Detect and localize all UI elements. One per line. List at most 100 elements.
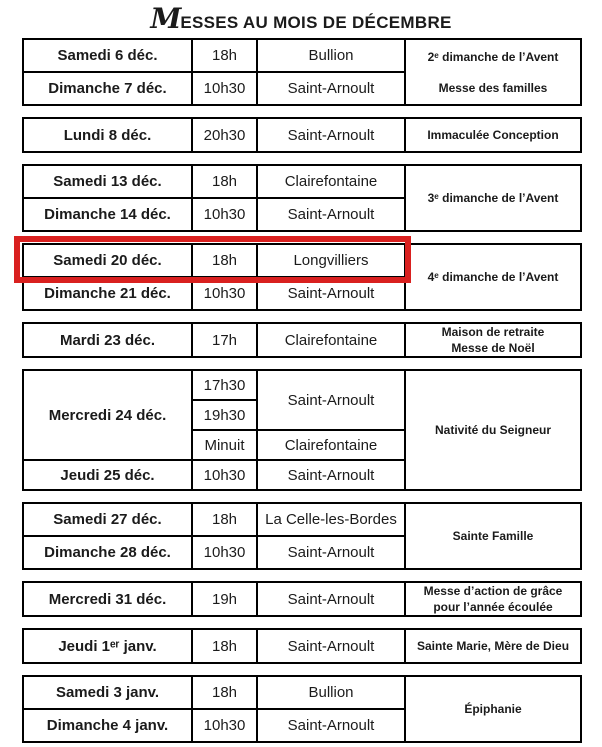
note-cell: Maison de retraite Messe de Noël xyxy=(404,322,582,358)
place-cell: Saint-Arnoult xyxy=(256,708,406,743)
date-cell: Dimanche 28 déc. xyxy=(22,535,193,570)
note-cell: Messe d’action de grâce pour l’année écou… xyxy=(404,581,582,617)
date-cell: Jeudi 1ᵉʳ janv. xyxy=(22,628,193,664)
date-cell: Samedi 6 déc. xyxy=(22,38,193,73)
time-cell: 18h xyxy=(191,502,258,537)
schedule-block: Mardi 23 déc. 17h Clairefontaine Maison de … xyxy=(22,322,582,358)
time-cell: 10h30 xyxy=(191,708,258,743)
schedule-block: Mercredi 31 déc. 19h Saint-Arnoult Messe d’… xyxy=(22,581,582,617)
date-cell: Dimanche 7 déc. xyxy=(22,71,193,106)
time-cell: 10h30 xyxy=(191,71,258,106)
table-row: Samedi 6 déc. 18h Bullion 2ᵉ dimanche de l’… xyxy=(22,38,582,106)
schedule-block: Samedi 20 déc. 18h Longvilliers 4ᵉ dimanche… xyxy=(14,236,582,311)
place-cell: Clairefontaine xyxy=(256,164,406,199)
table-row: Dimanche 14 déc. 10h30 Saint-Arnoult xyxy=(22,197,581,232)
place-cell: Saint-Arnoult xyxy=(256,197,406,232)
table-row: 19h30 xyxy=(23,399,581,431)
date-cell: Samedi 20 déc. xyxy=(22,243,193,278)
table-row: Samedi 27 déc. 18h La Celle-les-Bordes Sain… xyxy=(22,502,582,570)
note-cell: Immaculée Conception xyxy=(404,117,582,153)
date-cell: Mercredi 31 déc. xyxy=(22,581,193,617)
note-lines: 2ᵉ dimanche de l’Avent Messe des familles xyxy=(408,41,578,103)
place-cell: Clairefontaine xyxy=(256,429,406,461)
place-cell: Saint-Arnoult xyxy=(256,459,406,491)
title-text: ESSES AU MOIS DE DÉCEMBRE xyxy=(180,13,452,32)
note-lines: 3ᵉ dimanche de l’Avent xyxy=(408,190,578,206)
note-lines: Maison de retraite Messe de Noël xyxy=(408,325,578,355)
note-cell: 2ᵉ dimanche de l’Avent Messe des familles xyxy=(404,38,582,106)
table-row: Jeudi 1ᵉʳ janv. 18h Saint-Arnoult Sainte Ma… xyxy=(22,628,582,664)
table-row: Lundi 8 déc. 20h30 Saint-Arnoult Immaculée … xyxy=(22,117,582,153)
place-cell: Saint-Arnoult xyxy=(256,628,406,664)
note-line: Immaculée Conception xyxy=(427,128,559,142)
place-cell: Clairefontaine xyxy=(256,322,406,358)
table-row: Dimanche 7 déc. 10h30 Saint-Arnoult xyxy=(22,71,581,106)
note-line: 3ᵉ dimanche de l’Avent xyxy=(427,191,559,205)
schedule-table: Samedi 6 déc. 18h Bullion 2ᵉ dimanche de l’… xyxy=(14,38,582,743)
date-cell: Mercredi 24 déc. xyxy=(22,369,193,461)
time-cell: 18h xyxy=(191,164,258,199)
schedule-block: Samedi 27 déc. 18h La Celle-les-Bordes Sain… xyxy=(22,502,582,570)
time-cell: 17h xyxy=(191,322,258,358)
schedule-block: Lundi 8 déc. 20h30 Saint-Arnoult Immaculée … xyxy=(22,117,582,153)
note-lines: Messe d’action de grâce pour l’année écou… xyxy=(408,584,578,614)
table-row: Samedi 13 déc. 18h Clairefontaine 3ᵉ dimanc… xyxy=(22,164,582,232)
place-cell: Saint-Arnoult xyxy=(256,369,406,431)
place-cell: Saint-Arnoult xyxy=(256,276,406,311)
date-cell: Dimanche 21 déc. xyxy=(22,276,193,311)
note-line: Sainte Marie, Mère de Dieu xyxy=(416,639,570,653)
schedule-block: Samedi 13 déc. 18h Clairefontaine 3ᵉ dimanc… xyxy=(22,164,582,232)
note-lines: Sainte Marie, Mère de Dieu xyxy=(408,638,578,654)
time-cell: 18h xyxy=(191,243,258,278)
note-line: pour l’année écoulée xyxy=(433,600,553,614)
schedule-block: Samedi 3 janv. 18h Bullion Épiphanie Dimanch… xyxy=(22,675,582,743)
date-cell: Samedi 27 déc. xyxy=(22,502,193,537)
date-cell: Samedi 13 déc. xyxy=(22,164,193,199)
note-line: Nativité du Seigneur xyxy=(434,423,552,437)
time-cell: 10h30 xyxy=(191,197,258,232)
date-cell: Lundi 8 déc. xyxy=(22,117,193,153)
time-cell: 17h30 xyxy=(191,369,258,401)
note-line: Maison de retraite xyxy=(441,325,545,339)
table-row: Jeudi 25 déc. 10h30 Saint-Arnoult xyxy=(22,459,581,491)
note-cell: Épiphanie xyxy=(404,675,582,743)
schedule-block: Jeudi 1ᵉʳ janv. 18h Saint-Arnoult Sainte Ma… xyxy=(22,628,582,664)
place-cell: Saint-Arnoult xyxy=(256,581,406,617)
date-cell: Dimanche 4 janv. xyxy=(22,708,193,743)
note-lines: Immaculée Conception xyxy=(408,127,578,143)
place-cell: Saint-Arnoult xyxy=(256,535,406,570)
page-title: MESSES AU MOIS DE DÉCEMBRE xyxy=(0,0,602,38)
table-row: Mercredi 31 déc. 19h Saint-Arnoult Messe d’… xyxy=(22,581,582,617)
note-lines: Sainte Famille xyxy=(408,528,578,544)
date-cell: Samedi 3 janv. xyxy=(22,675,193,710)
schedule-block: Mercredi 24 déc. 17h30 Saint-Arnoult Nativi… xyxy=(22,369,582,491)
note-lines: Nativité du Seigneur xyxy=(408,422,578,438)
note-line: Messe de Noël xyxy=(451,341,535,355)
note-lines: Épiphanie xyxy=(408,701,578,717)
time-cell: 19h30 xyxy=(191,399,258,431)
note-cell: 4ᵉ dimanche de l’Avent xyxy=(404,243,582,311)
note-lines: 4ᵉ dimanche de l’Avent xyxy=(408,269,578,285)
table-row: Samedi 20 déc. 18h Longvilliers 4ᵉ dimanche… xyxy=(22,243,582,311)
title-initial: M xyxy=(150,2,181,35)
date-cell: Dimanche 14 déc. xyxy=(22,197,193,232)
schedule-block: Samedi 6 déc. 18h Bullion 2ᵉ dimanche de l’… xyxy=(22,38,582,106)
table-row: Mardi 23 déc. 17h Clairefontaine Maison de … xyxy=(22,322,582,358)
place-cell: Longvilliers xyxy=(256,243,406,278)
note-line: 4ᵉ dimanche de l’Avent xyxy=(427,270,559,284)
time-cell: 18h xyxy=(191,38,258,73)
time-cell: 10h30 xyxy=(191,535,258,570)
place-cell: Bullion xyxy=(256,38,406,73)
place-cell: La Celle-les-Bordes xyxy=(256,502,406,537)
place-cell: Saint-Arnoult xyxy=(256,71,406,106)
date-cell: Mardi 23 déc. xyxy=(22,322,193,358)
table-row: Mercredi 24 déc. 17h30 Saint-Arnoult Nativi… xyxy=(22,369,582,491)
table-row: Dimanche 28 déc. 10h30 Saint-Arnoult xyxy=(22,535,581,570)
note-line: 2ᵉ dimanche de l’Avent xyxy=(427,49,559,64)
note-cell: 3ᵉ dimanche de l’Avent xyxy=(404,164,582,232)
table-row: Dimanche 4 janv. 10h30 Saint-Arnoult xyxy=(22,708,581,743)
note-line: Messe des familles xyxy=(438,80,548,95)
time-cell: 19h xyxy=(191,581,258,617)
time-cell: Minuit xyxy=(191,429,258,461)
time-cell: 20h30 xyxy=(191,117,258,153)
